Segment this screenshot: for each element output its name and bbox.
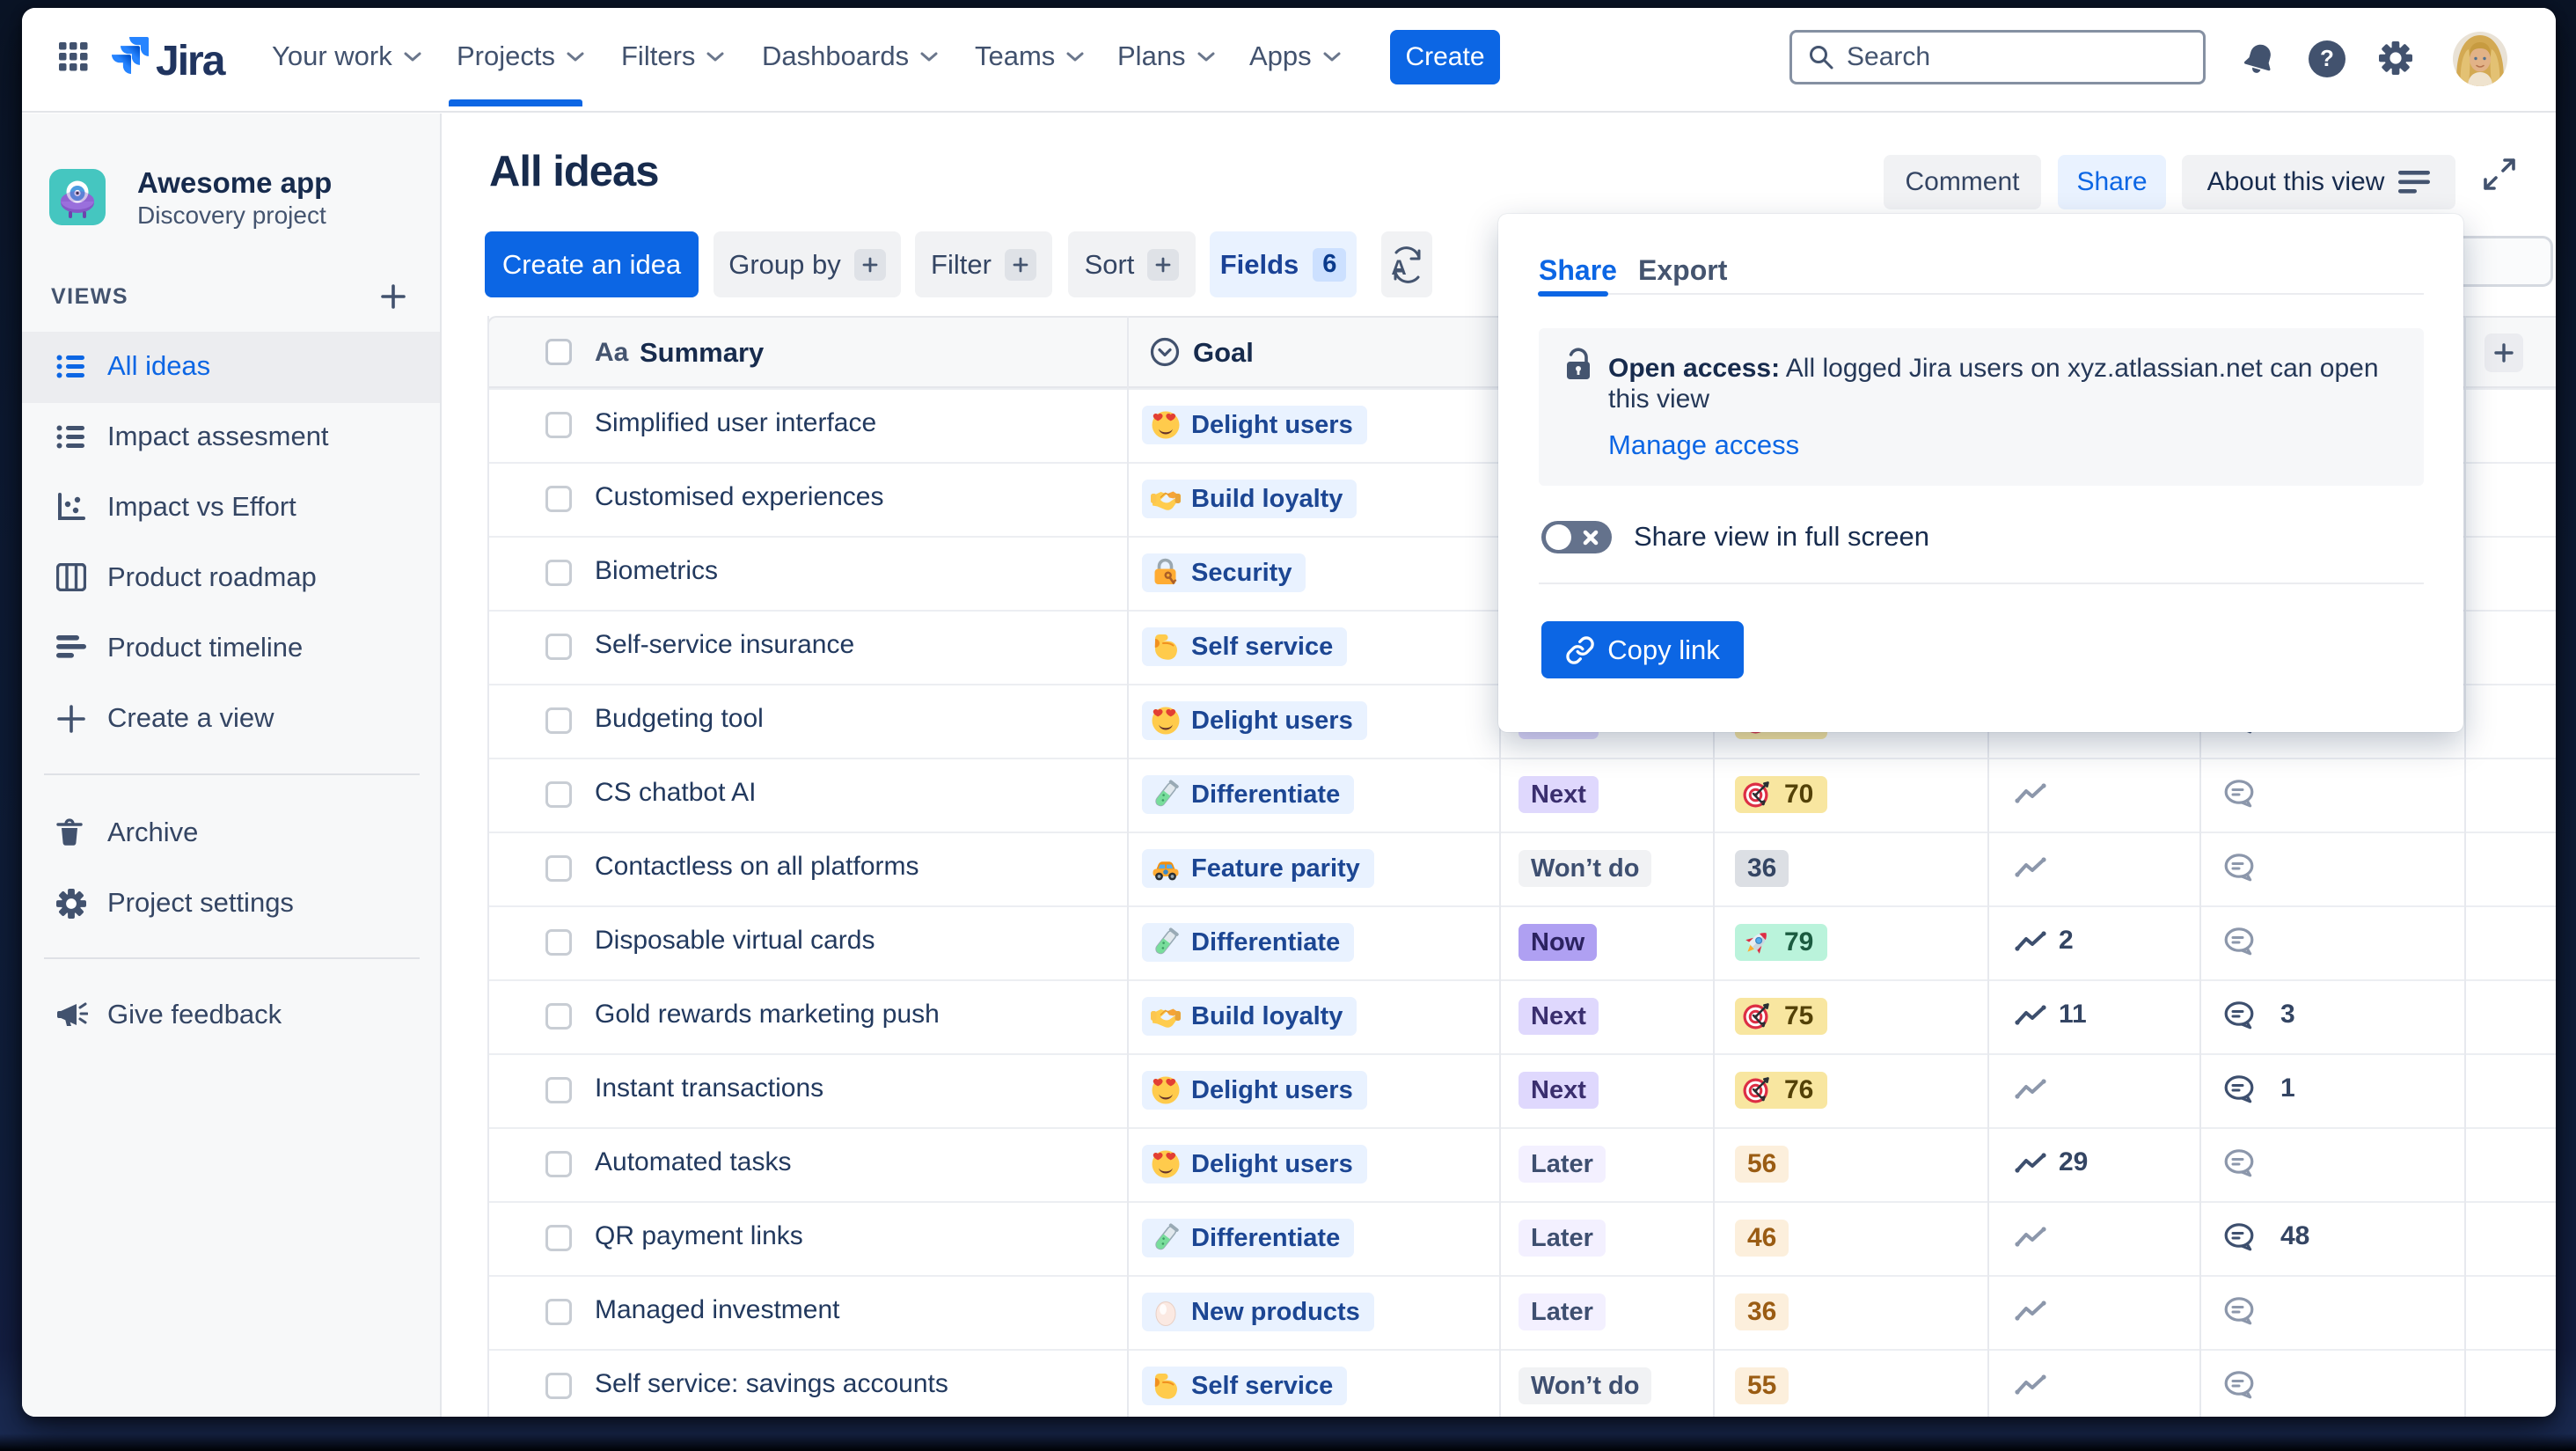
svg-text:A: A [1391, 256, 1406, 280]
svg-text:?: ? [2320, 45, 2334, 71]
